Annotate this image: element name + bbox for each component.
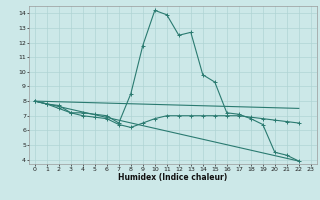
X-axis label: Humidex (Indice chaleur): Humidex (Indice chaleur)	[118, 173, 228, 182]
